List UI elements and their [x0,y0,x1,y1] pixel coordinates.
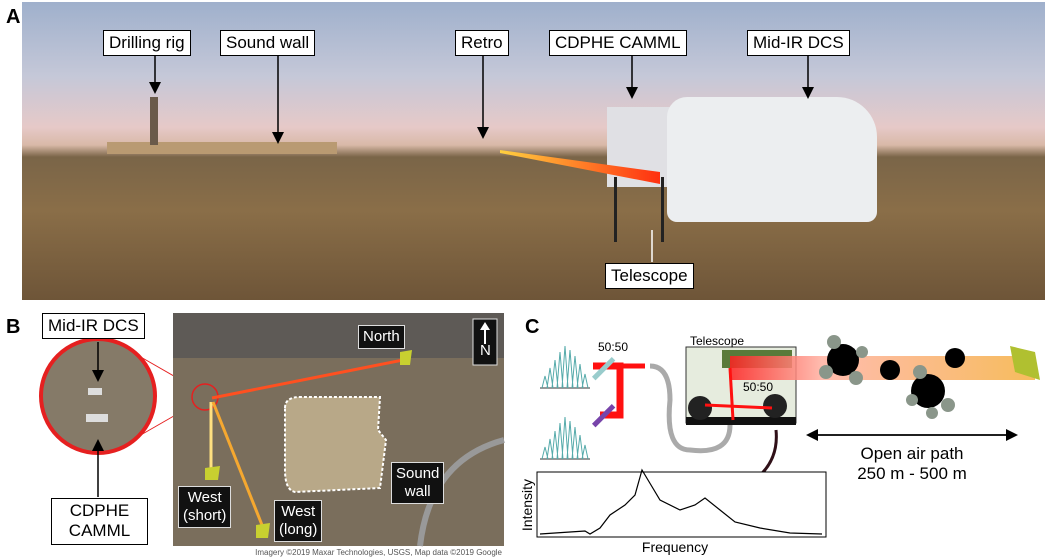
label-sound-wall: Sound wall [220,30,316,57]
van [667,97,877,222]
label-line: CDPHE [69,501,130,520]
label-line: (long) [279,521,318,538]
spectrum-plot [536,471,827,538]
panel-label-a: A [6,6,21,28]
label-mid-ir-dcs: Mid-IR DCS [747,30,850,57]
telescope-label: Telescope [690,334,745,348]
tripod [614,177,664,242]
frequency-combs [539,345,591,460]
label-line: CAMML [68,521,131,541]
plot-y-label: Intensity [519,478,535,532]
label-line: West [187,489,222,506]
map-credits: Imagery ©2019 Maxar Technologies, USGS, … [255,548,502,557]
splitter-label-1: 50:50 [598,340,629,354]
label-line: (short) [183,507,227,524]
beam-photo [500,150,660,184]
label-line: Open air path [860,444,964,463]
north-arrow-label: N [480,342,491,359]
map-label-sound-wall: Sound wall [391,462,445,504]
label-line: West [281,503,316,520]
retro-west-long [256,523,270,538]
plot-x-label: Frequency [641,539,709,555]
label-line: Sound [396,465,440,482]
map-label-north: North [358,325,405,349]
label-line: wall [404,483,431,500]
retro-west-short [205,466,220,480]
label-retro: Retro [455,30,509,57]
map-label-west-long: West (long) [274,500,323,542]
label-telescope: Telescope [605,263,694,290]
panel-a-photo [22,2,1045,300]
label-drilling-rig: Drilling rig [103,30,191,57]
inset-label-cdphe-camml: CDPHE CAMML [51,498,148,545]
retro-north [400,350,412,365]
open-air-path-label: Open air path 250 m - 500 m [832,444,992,485]
panel-label-c: C [525,316,540,338]
panel-label-b: B [6,316,21,338]
sound-wall-outline [284,396,388,494]
sound-wall-structure [107,142,337,154]
label-line: 250 m - 500 m [857,464,967,484]
map-label-west-short: West (short) [178,486,232,528]
inset-label-mid-ir-dcs: Mid-IR DCS [42,313,145,340]
spectrum-trace [539,468,823,535]
drilling-rig-tower [150,97,158,145]
label-cdphe-camml: CDPHE CAMML [549,30,687,57]
splitter-label-2: 50:50 [743,380,774,394]
methane-molecules [827,344,965,408]
